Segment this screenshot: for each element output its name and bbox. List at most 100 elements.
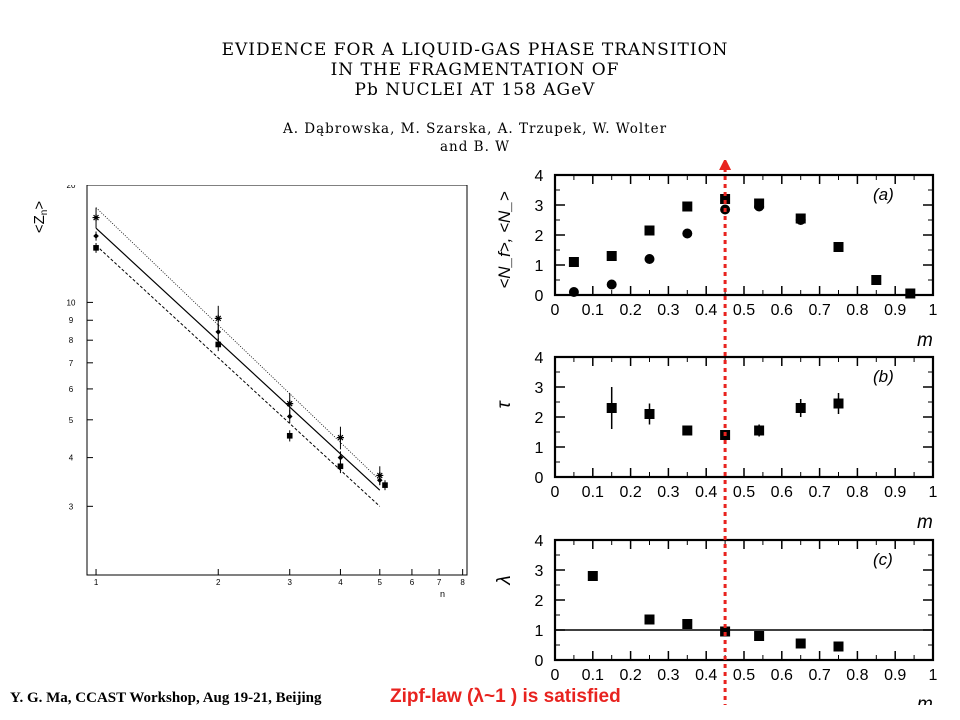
left-x-axis-label: n xyxy=(440,589,445,599)
left-x-tick-label: 4 xyxy=(338,578,343,587)
panel-c-x-label: m xyxy=(917,694,933,705)
left-y-tick-label: 4 xyxy=(69,454,74,463)
left-x-tick-label: 5 xyxy=(378,578,383,587)
left-y-tick-label: 5 xyxy=(69,416,74,425)
panel-x-tick-label: 0.8 xyxy=(846,667,868,684)
panel-point-square xyxy=(833,242,844,252)
panel-x-tick-label: 0.1 xyxy=(582,667,604,684)
panel-point-square xyxy=(644,614,655,625)
panel-x-tick-label: 0.4 xyxy=(695,484,717,501)
panel-c: 0 0.1 0.2 0.3 0.4 0.5 0.6 0.7 0.8 0.9 1 0 1 2 3 4 (c) xyxy=(535,533,938,684)
panel-y-tick-label: 2 xyxy=(535,228,544,245)
panel-x-tick-label: 0.5 xyxy=(733,667,755,684)
left-x-tick-label: 8 xyxy=(460,578,465,587)
title-line-1: EVIDENCE FOR A LIQUID-GAS PHASE TRANSITI… xyxy=(221,40,729,60)
panel-x-tick-label: 0.4 xyxy=(695,302,717,319)
left-fit-line-solid xyxy=(95,227,381,491)
panel-x-tick-label: 0.3 xyxy=(657,484,679,501)
author-line-1: A. Dąbrowska, M. Szarska, A. Trzupek, W.… xyxy=(282,121,668,137)
panel-point-square xyxy=(606,403,617,413)
panel-x-tick-label: 0 xyxy=(551,302,560,319)
panel-x-tick-label: 0.9 xyxy=(884,667,906,684)
left-x-tick-label: 6 xyxy=(410,578,415,587)
left-point-diamond xyxy=(286,413,293,420)
panel-y-tick-label: 1 xyxy=(535,258,544,275)
panel-a-y-label: <N_f>, <N_> xyxy=(495,191,514,288)
panel-x-tick-label: 0.2 xyxy=(619,667,641,684)
panel-point-square xyxy=(754,631,765,641)
panel-x-tick-label: 0.3 xyxy=(657,667,679,684)
panel-point-square xyxy=(682,201,693,212)
panel-x-tick-label: 0.8 xyxy=(846,484,868,501)
left-x-tick-label: 1 xyxy=(94,578,99,587)
panel-point-square xyxy=(568,257,579,267)
panel-x-tick-label: 0.4 xyxy=(695,667,717,684)
panel-point-square xyxy=(754,425,765,436)
panel-y-tick-label: 3 xyxy=(535,198,544,215)
panel-x-tick-label: 0.2 xyxy=(619,484,641,501)
paper-title: EVIDENCE FOR A LIQUID-GAS PHASE TRANSITI… xyxy=(0,40,960,100)
left-y-tick-label: 9 xyxy=(69,316,74,325)
left-point-diamond xyxy=(215,329,222,335)
panel-x-tick-label: 0.9 xyxy=(884,302,906,319)
zipf-note-lambda: λ xyxy=(473,686,484,707)
panel-point-circle xyxy=(795,215,806,225)
panel-x-tick-label: 0.6 xyxy=(771,484,793,501)
panel-x-tick-label: 0 xyxy=(551,484,560,501)
panel-b-y-label: τ xyxy=(494,400,515,409)
left-y-tick-label: 10 xyxy=(67,298,76,307)
panel-point-square xyxy=(682,425,693,436)
panel-point-square xyxy=(833,641,844,652)
panel-y-tick-label: 4 xyxy=(535,168,544,185)
panel-point-square xyxy=(606,251,617,261)
panel-label: (b) xyxy=(873,367,894,386)
panel-label: (a) xyxy=(873,185,894,204)
title-line-2: IN THE FRAGMENTATION OF xyxy=(330,60,620,80)
panel-x-tick-label: 0.1 xyxy=(582,484,604,501)
panel-x-tick-label: 0.5 xyxy=(733,302,755,319)
left-y-tick-label: 20 xyxy=(67,185,76,190)
left-point-square xyxy=(382,482,388,488)
panel-x-tick-label: 0.2 xyxy=(619,302,641,319)
panel-point-circle xyxy=(754,201,765,212)
panel-x-tick-label: 0.6 xyxy=(771,302,793,319)
title-line-3: Pb NUCLEI AT 158 AGeV xyxy=(354,80,596,100)
panel-y-tick-label: 2 xyxy=(535,593,544,610)
panel-point-square xyxy=(644,409,655,419)
panel-c-y-label: λ xyxy=(494,575,515,585)
paper-authors: A. Dąbrowska, M. Szarska, A. Trzupek, W.… xyxy=(0,120,960,156)
panel-point-square xyxy=(905,288,916,299)
panel-point-square xyxy=(833,398,844,409)
panel-point-circle xyxy=(568,287,579,297)
panel-y-tick-label: 4 xyxy=(535,533,544,550)
panel-point-circle xyxy=(644,254,655,264)
left-x-tick-label: 3 xyxy=(288,578,293,587)
left-point-square xyxy=(93,245,99,251)
left-y-tick-label: 3 xyxy=(69,502,74,511)
panel-y-tick-label: 4 xyxy=(535,350,544,367)
panel-x-tick-label: 0.7 xyxy=(808,484,830,501)
panel-point-square xyxy=(795,403,806,413)
left-point-star xyxy=(336,434,344,442)
footer-credit: Y. G. Ma, CCAST Workshop, Aug 19-21, Bei… xyxy=(10,690,322,706)
zipf-law-note: Zipf-law (λ~1 ) is satisfied xyxy=(390,686,621,708)
zipf-note-suffix: ~1 ) is satisfied xyxy=(483,686,621,707)
panel-x-tick-label: 1 xyxy=(929,484,938,501)
left-point-square xyxy=(337,463,344,470)
left-x-tick-label: 2 xyxy=(216,578,221,587)
left-point-star xyxy=(214,314,222,322)
left-point-diamond xyxy=(93,233,99,239)
left-point-diamond xyxy=(376,477,383,484)
panel-a-x-label: m xyxy=(917,330,933,351)
m-marker-arrow-icon xyxy=(719,160,732,170)
left-point-star xyxy=(92,214,100,222)
panel-x-tick-label: 0.7 xyxy=(808,302,830,319)
left-point-square xyxy=(215,341,222,348)
left-fit-line-dashed xyxy=(95,245,381,507)
panel-x-tick-label: 0.3 xyxy=(657,302,679,319)
panel-point-square xyxy=(587,571,598,581)
panel-y-tick-label: 0 xyxy=(535,653,544,670)
panel-x-tick-label: 0 xyxy=(551,667,560,684)
panel-x-tick-label: 0.8 xyxy=(846,302,868,319)
